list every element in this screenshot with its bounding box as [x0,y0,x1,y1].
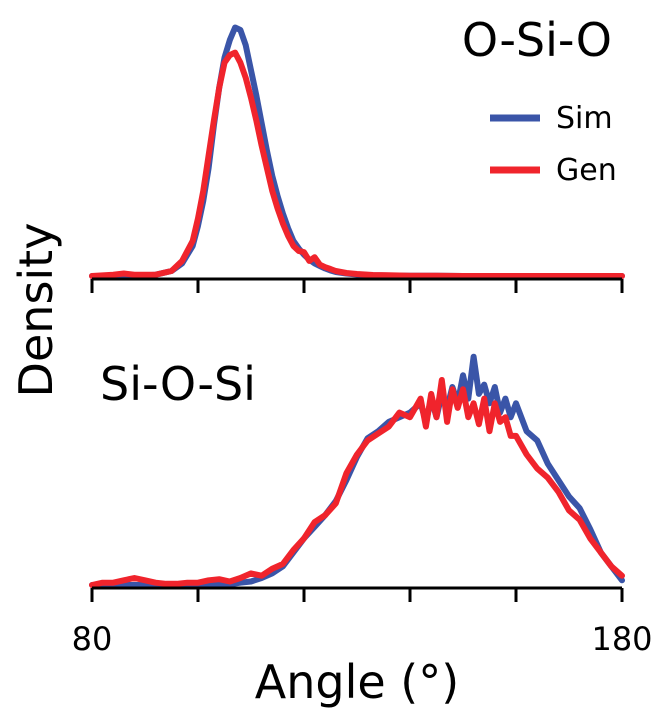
series-line-si-o-si-gen [89,377,625,588]
bottom-panel-ticks [90,588,624,602]
panel-title-si-o-si: Si-O-Si [100,357,256,411]
legend-label-sim: Sim [556,101,613,136]
legend-label-gen: Gen [556,153,617,188]
legend: Sim Gen [490,101,617,188]
series-line-o-si-o-gen [89,49,625,279]
panel-title-o-si-o: O-Si-O [462,13,612,67]
y-axis-label: Density [9,223,63,398]
x-axis-label: Angle (°) [255,655,459,709]
panel-si-o-si: Si-O-Si [89,353,625,602]
top-panel-ticks [90,279,624,293]
panel-o-si-o: O-Si-O [89,13,625,293]
x-tick-label-80: 80 [72,620,113,658]
x-tick-label-180: 180 [591,620,652,658]
bottom-series-group [89,353,625,588]
top-series-group [89,24,625,279]
